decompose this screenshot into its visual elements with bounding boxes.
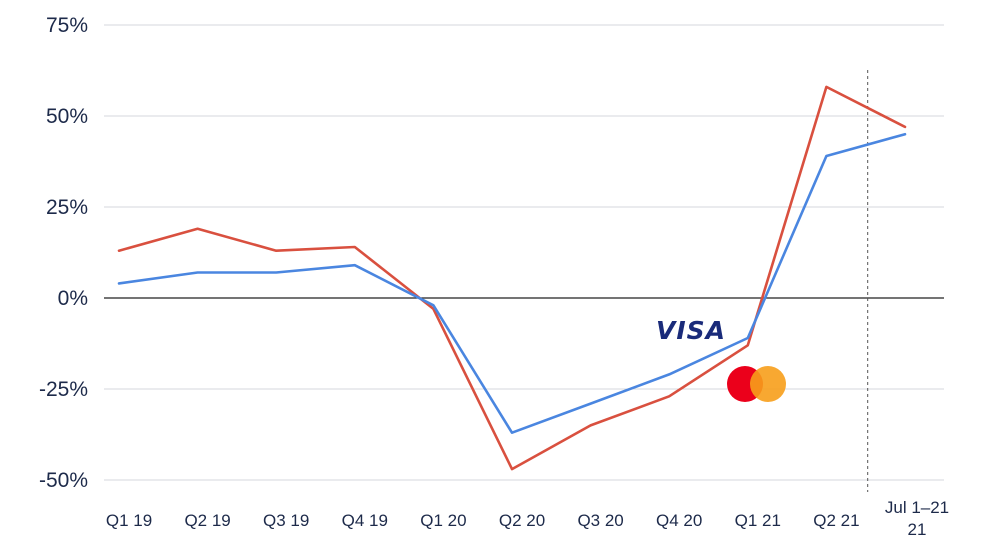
mastercard-orange-circle [750, 366, 786, 402]
x-tick-label: Q4 19 [342, 511, 388, 530]
x-tick-label: Q2 20 [499, 511, 545, 530]
mastercard-series-line [117, 85, 907, 471]
x-tick-label: Q4 20 [656, 511, 702, 530]
x-tick-label: Q3 20 [577, 511, 623, 530]
mastercard-logo [727, 366, 786, 402]
x-tick-label: Q2 19 [184, 511, 230, 530]
x-tick-label: Jul 1–21 21 [885, 498, 949, 539]
y-tick-label: -25% [39, 378, 88, 401]
y-tick-label: 0% [58, 287, 88, 310]
y-tick-label: 25% [46, 196, 88, 219]
y-tick-label: -50% [39, 469, 88, 492]
y-axis-ticks: 75% 50% 25% 0% -25% -50% [39, 14, 88, 492]
y-tick-label: 50% [46, 105, 88, 128]
x-tick-label: Q1 19 [106, 511, 152, 530]
x-tick-label: Q2 21 [813, 511, 859, 530]
y-tick-label: 75% [46, 14, 88, 37]
x-axis-ticks: Q1 19 Q2 19 Q3 19 Q4 19 Q1 20 Q2 20 Q3 20 Q4 20… [106, 498, 949, 539]
x-tick-label: Q1 20 [420, 511, 466, 530]
visa-series-line [117, 132, 907, 435]
x-tick-label: Q1 21 [735, 511, 781, 530]
x-tick-label: Q3 19 [263, 511, 309, 530]
visa-logo: VISA [656, 316, 726, 345]
gridlines [104, 24, 944, 481]
series-lines [117, 85, 907, 471]
